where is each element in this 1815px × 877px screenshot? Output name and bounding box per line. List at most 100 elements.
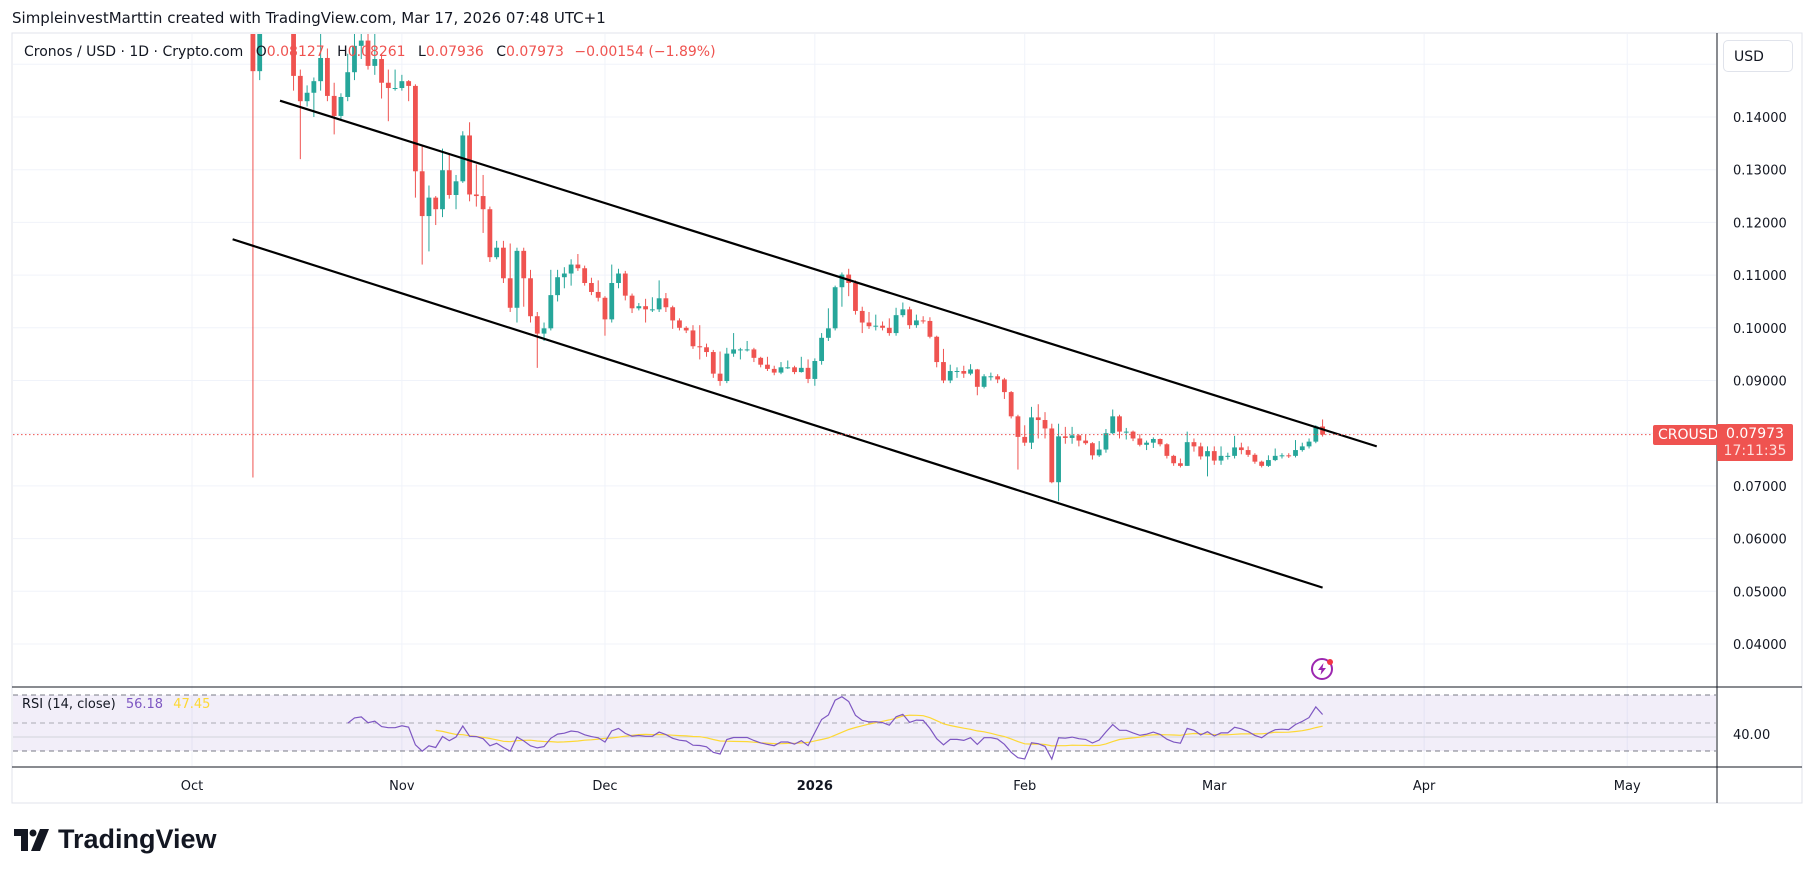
candle-up [731,333,736,357]
candle-body [413,85,418,172]
candle-body [257,34,263,72]
candle-up [271,0,276,12]
candle-up [1029,406,1034,450]
candle-up [264,0,269,33]
lightning-alert-icon[interactable] [1311,658,1333,680]
candle-body [812,361,818,379]
candle-down [1076,434,1082,447]
time-axis[interactable]: Oct Nov Dec 2026 Feb Mar Apr May [181,779,1641,794]
candle-down [961,365,967,378]
candle-body [331,95,337,116]
rsi-legend[interactable]: RSI (14, close) 56.18 47.45 [22,697,210,712]
candle-down [1062,426,1068,444]
candle-body [365,40,371,66]
candle-body [920,320,926,322]
tradingview-logo[interactable]: TradingView [14,824,217,855]
candle-body [1164,444,1170,456]
candle-body [683,327,689,331]
candle-up [392,69,398,91]
candle-body [1313,426,1319,442]
candle-down [710,349,716,378]
candle-body [514,250,520,308]
candle-body [616,273,621,284]
open-value: 0.08127 [266,44,325,60]
candle-body [379,59,384,83]
rsi-title[interactable]: RSI (14, close) [22,697,116,712]
candle-body [765,364,770,369]
close-value: 0.07973 [506,44,564,60]
candle-down [1002,377,1007,399]
candle-up [1232,435,1237,459]
last-price-value: 0.07973 [1726,426,1784,442]
rsi-line [347,696,1324,761]
candle-body [886,327,892,334]
symbol-legend[interactable]: Cronos / USD · 1D · Crypto.com O0.08127 … [24,44,716,60]
candle-down [413,84,418,198]
candle-body [785,367,791,369]
candle-up [785,360,791,369]
candle-body [548,295,554,329]
candle-body [318,57,324,82]
candle-down [683,326,689,334]
candle-up [514,247,520,323]
low-label: L [418,44,426,60]
candle-body [1035,417,1041,421]
candle-down [250,34,256,478]
candle-body [1062,436,1068,438]
candle-down [1171,454,1177,466]
candle-body [947,371,953,381]
candle-down [859,306,865,334]
candle-down [521,247,527,307]
candle-down [297,69,303,160]
candle-body [1320,426,1325,435]
candle-down [934,335,940,368]
candle-down [507,243,513,312]
candle-body [1178,463,1183,466]
candle-body [798,367,804,373]
candle-up [724,347,730,384]
candle-up [1218,446,1224,465]
candle-down [690,325,696,349]
price-axis-label: 0.13000 [1733,164,1787,179]
candle-down [528,269,533,323]
candle-body [1218,455,1224,461]
candle-body [406,81,412,86]
candle-up [609,264,615,323]
currency-button[interactable]: USD [1723,40,1793,72]
candle-down [974,368,980,396]
trendlines[interactable] [232,99,1378,589]
tradingview-logo-icon [14,828,49,851]
channel-upper-trendline[interactable] [279,99,1378,448]
time-axis-label: Apr [1413,779,1436,794]
candle-down [1157,438,1163,447]
candle-body [589,283,594,292]
candle-down [995,374,1001,384]
candle-body [1252,454,1258,462]
logo-text: TradingView [58,824,217,854]
price-axis[interactable]: 0.14000 0.13000 0.12000 0.11000 0.10000 0.090… [1733,111,1787,653]
candle-down [907,306,913,329]
candle-body [419,171,425,217]
candle-up [555,269,560,302]
candle-up [1096,441,1102,457]
candle-up [778,362,784,375]
candle-body [1029,417,1034,443]
candle-up [798,356,804,373]
candle-body [487,209,493,258]
channel-lower-trendline[interactable] [232,238,1323,589]
candle-body [250,34,256,72]
candle-down [1042,412,1048,439]
rsi-levels [13,694,1716,752]
candle-body [974,369,980,387]
candle-body [968,369,973,374]
symbol-title[interactable]: Cronos / USD · 1D · Crypto.com [24,44,244,60]
candle-down [575,254,581,271]
candle-body [832,287,838,329]
candle-down [278,0,283,17]
candle-body [521,250,527,279]
candle-down [853,280,858,315]
candle-body [1184,442,1190,466]
candle-down [589,277,594,296]
candle-body [853,283,858,311]
